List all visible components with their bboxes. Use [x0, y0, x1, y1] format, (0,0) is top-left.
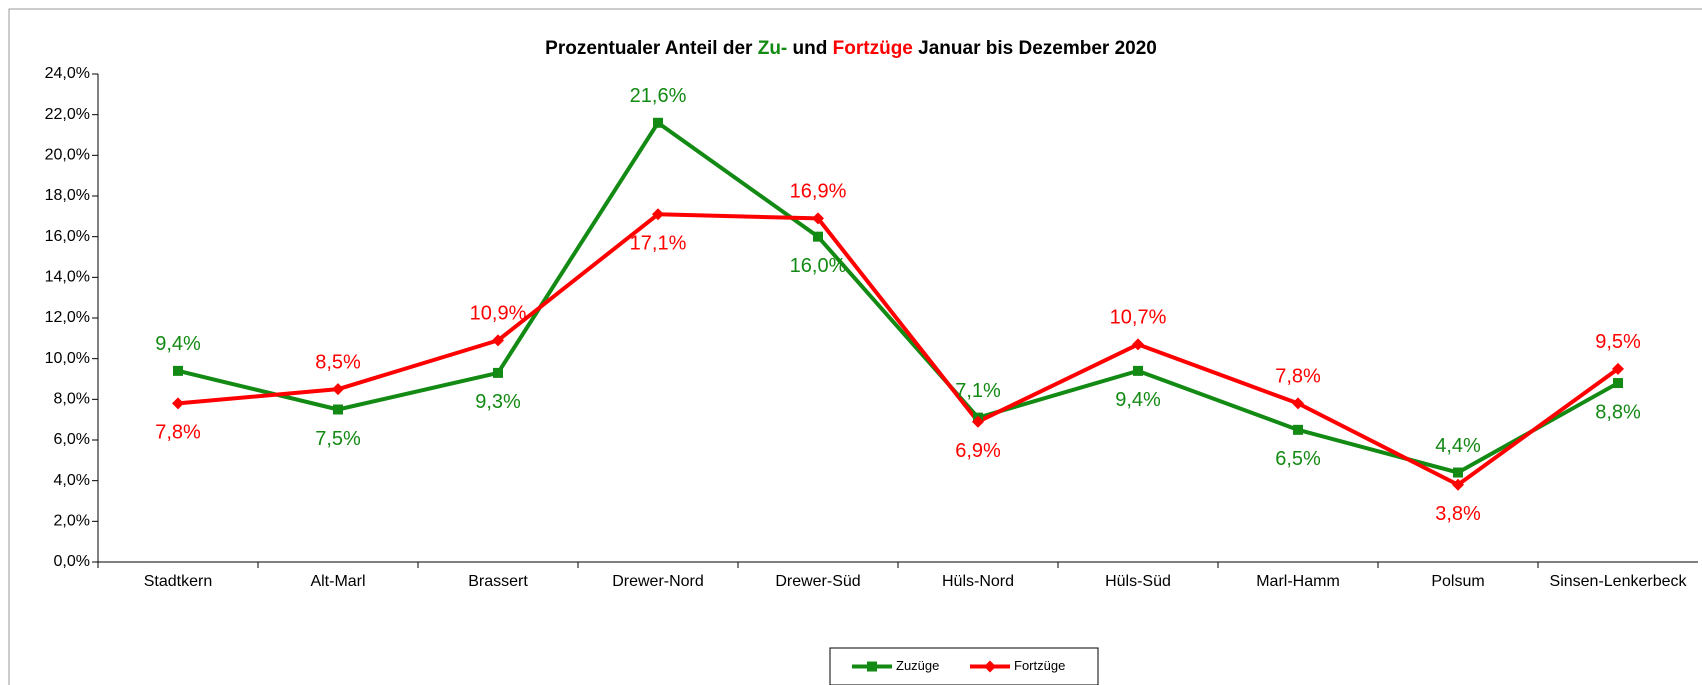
data-label: 8,8%	[1595, 401, 1641, 423]
data-point	[1132, 338, 1144, 351]
x-tick-label: Hüls-Süd	[1105, 573, 1171, 590]
x-tick-label: Drewer-Süd	[775, 573, 860, 590]
data-label: 9,4%	[1115, 389, 1161, 411]
title-part: Zu-	[758, 38, 788, 59]
y-tick-label: 24,0%	[45, 65, 90, 82]
x-tick-label: Stadtkern	[144, 573, 212, 590]
data-point	[1612, 362, 1624, 375]
y-tick-label: 14,0%	[45, 269, 90, 286]
data-point	[1613, 378, 1623, 389]
y-tick-label: 10,0%	[45, 350, 90, 367]
data-point	[332, 383, 344, 396]
data-label: 7,8%	[1275, 366, 1321, 388]
legend-marker	[867, 661, 877, 672]
x-tick-label: Drewer-Nord	[612, 573, 704, 590]
title-part: und	[793, 38, 828, 59]
data-label: 10,7%	[1110, 307, 1167, 329]
x-tick-label: Marl-Hamm	[1256, 573, 1340, 590]
data-label: 9,3%	[475, 391, 521, 413]
data-label: 8,5%	[315, 351, 361, 373]
series-line	[177, 120, 1619, 475]
data-point	[813, 231, 823, 242]
data-label: 6,9%	[955, 440, 1001, 462]
data-point	[972, 415, 984, 428]
data-point	[1133, 365, 1143, 376]
chart-frame	[8, 8, 1702, 685]
x-tick-label: Sinsen-Lenkerbeck	[1550, 573, 1688, 590]
data-label: 3,8%	[1435, 503, 1481, 525]
data-point	[1293, 424, 1303, 435]
y-tick-label: 18,0%	[45, 187, 90, 204]
data-label: 10,9%	[470, 303, 527, 325]
data-label: 7,1%	[955, 380, 1001, 402]
legend-label: Zuzüge	[896, 658, 939, 673]
y-tick-label: 16,0%	[45, 228, 90, 245]
data-point	[652, 208, 664, 221]
data-point	[172, 397, 184, 410]
data-point	[173, 365, 183, 376]
data-point	[1453, 467, 1463, 478]
data-label: 16,0%	[790, 255, 847, 277]
data-label: 4,4%	[1435, 435, 1481, 457]
y-tick-label: 4,0%	[54, 472, 90, 489]
data-point	[333, 404, 343, 415]
data-label: 7,8%	[155, 422, 201, 444]
data-label: 7,5%	[315, 428, 361, 450]
y-tick-label: 6,0%	[54, 431, 90, 448]
chart-title: Prozentualer Anteil der Zu- und Fortzüge…	[545, 38, 1157, 59]
series-line	[177, 212, 1620, 487]
x-tick-label: Brassert	[468, 573, 528, 590]
y-tick-label: 22,0%	[45, 106, 90, 123]
data-point	[492, 334, 504, 347]
y-tick-label: 20,0%	[45, 147, 90, 164]
legend-marker	[984, 660, 996, 673]
title-part: Januar bis Dezember 2020	[918, 38, 1157, 59]
data-point	[1452, 478, 1464, 491]
data-label: 16,9%	[790, 181, 847, 203]
x-tick-label: Hüls-Nord	[942, 573, 1014, 590]
data-label: 9,5%	[1595, 331, 1641, 353]
x-tick-label: Polsum	[1431, 573, 1484, 590]
legend-label: Fortzüge	[1014, 658, 1065, 673]
data-label: 21,6%	[630, 85, 687, 107]
x-tick-label: Alt-Marl	[310, 573, 365, 590]
title-part: Prozentualer Anteil der	[545, 38, 753, 59]
y-tick-label: 8,0%	[54, 391, 90, 408]
data-label: 17,1%	[630, 233, 687, 255]
data-point	[493, 367, 503, 378]
data-label: 9,4%	[155, 333, 201, 355]
title-part: Fortzüge	[833, 38, 913, 59]
y-tick-label: 0,0%	[54, 553, 90, 570]
data-point	[653, 117, 663, 128]
y-tick-label: 12,0%	[45, 309, 90, 326]
data-point	[1292, 397, 1304, 410]
y-tick-label: 2,0%	[54, 513, 90, 530]
data-label: 6,5%	[1275, 448, 1321, 470]
data-point	[812, 212, 824, 225]
